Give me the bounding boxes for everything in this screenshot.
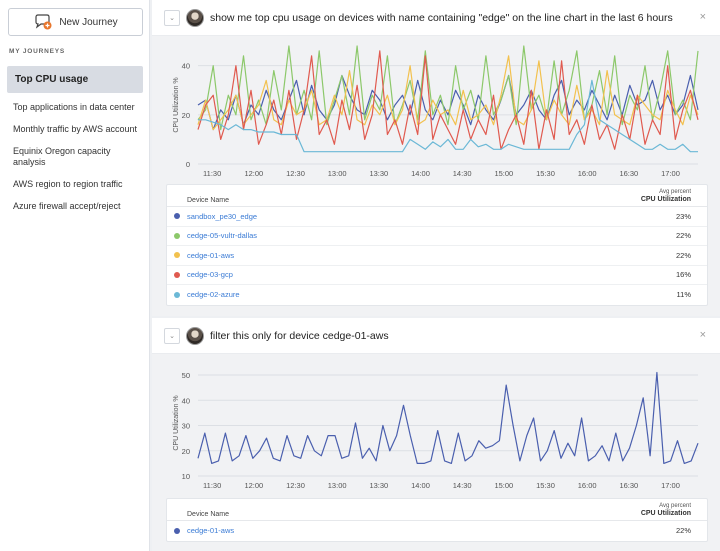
y-axis-label: CPU Utilization % (173, 77, 180, 132)
journey-item[interactable]: Azure firewall accept/reject (13, 201, 121, 211)
y-tick-label: 0 (186, 160, 190, 169)
series-color-dot (174, 527, 180, 534)
device-table-2: Device Name Avg percent CPU Utilization … (166, 498, 708, 542)
col-avg-small: Avg percent (659, 503, 691, 509)
sidebar: New Journey MY JOURNEYS Top CPU usage To… (0, 0, 150, 551)
x-tick-label: 13:30 (369, 481, 388, 490)
device-link[interactable]: cedge-03-gcp (187, 270, 233, 280)
cpu-value: 16% (675, 270, 691, 280)
x-tick-label: 12:00 (244, 481, 263, 490)
x-tick-label: 17:00 (661, 169, 680, 178)
query-prompt: filter this only for device cedge-01-aws (210, 329, 389, 342)
device-link[interactable]: sandbox_pe30_edge (187, 211, 258, 221)
x-tick-label: 11:30 (203, 481, 221, 490)
y-tick-label: 10 (182, 472, 190, 481)
cpu-value: 22% (675, 526, 691, 536)
journey-item[interactable]: Top applications in data center (13, 102, 135, 112)
journey-list: Top applications in data center Monthly … (13, 102, 145, 223)
y-tick-label: 20 (182, 447, 190, 456)
x-tick-label: 12:00 (244, 169, 263, 178)
series-line-cedge-02-azure (198, 79, 698, 153)
line-chart-2: 10 20 30 40 50 11:30 12:00 12:30 13:00 13:30 14:00… (173, 371, 699, 490)
journey-item-top-cpu-usage[interactable]: Top CPU usage (7, 66, 143, 93)
x-tick-label: 13:00 (328, 481, 347, 490)
line-chart-1: 0 20 40 11:30 12:00 12:30 13:00 13:30 14:00 14:30… (173, 45, 699, 178)
x-tick-label: 15:00 (494, 169, 513, 178)
device-link[interactable]: cedge-01-aws (187, 526, 235, 536)
device-link[interactable]: cedge-05-vultr-dallas (187, 231, 258, 241)
series-line-sandbox_pe30_edge (197, 74, 699, 131)
table-row[interactable]: sandbox_pe30_edge 23% (167, 207, 707, 227)
y-tick-label: 30 (182, 422, 190, 431)
close-icon[interactable]: × (699, 329, 706, 341)
collapse-chevron-icon[interactable]: ⌄ (164, 9, 180, 26)
new-journey-button[interactable]: New Journey (8, 8, 143, 36)
avatar (186, 326, 204, 345)
y-tick-label: 40 (182, 62, 190, 71)
x-tick-label: 14:30 (453, 169, 472, 178)
new-journey-label: New Journey (59, 16, 118, 28)
x-tick-label: 15:30 (536, 481, 555, 490)
table-row[interactable]: cedge-05-vultr-dallas 22% (167, 227, 707, 246)
table-row[interactable]: cedge-01-aws 22% (167, 246, 707, 266)
x-tick-label: 16:30 (619, 481, 638, 490)
series-line-cedge-05-vultr-dallas (197, 45, 699, 131)
col-device-name: Device Name (187, 511, 230, 518)
x-tick-label: 12:30 (286, 169, 305, 178)
chat-bubble-icon (33, 14, 53, 30)
col-avg-small: Avg percent (659, 189, 691, 195)
cpu-value: 22% (675, 231, 691, 241)
col-avg-cpu: Avg percent CPU Utilization (641, 502, 691, 518)
device-table-1: Device Name Avg percent CPU Utilization … (166, 184, 708, 306)
x-tick-label: 11:30 (203, 169, 221, 178)
series-color-dot (174, 232, 180, 239)
x-tick-label: 16:00 (578, 169, 597, 178)
col-avg-cpu: Avg percent CPU Utilization (641, 188, 691, 204)
table-header: Device Name Avg percent CPU Utilization (167, 499, 707, 521)
y-axis-label: CPU Utilization % (173, 395, 180, 450)
close-icon[interactable]: × (699, 11, 706, 23)
table-row[interactable]: cedge-02-azure 11% (167, 285, 707, 305)
x-tick-label: 13:00 (328, 169, 347, 178)
series-line-cedge-01-aws (197, 55, 699, 131)
series-line-cedge-01-aws (197, 371, 699, 465)
my-journeys-label: MY JOURNEYS (9, 48, 65, 55)
collapse-chevron-icon[interactable]: ⌄ (164, 327, 180, 344)
device-link[interactable]: cedge-02-azure (187, 290, 240, 300)
journey-item[interactable]: Equinix Oregon capacity analysis (13, 146, 111, 167)
col-avg-main: CPU Utilization (640, 196, 691, 203)
journey-item[interactable]: AWS region to region traffic (13, 179, 123, 189)
table-row[interactable]: cedge-03-gcp 16% (167, 266, 707, 285)
x-tick-label: 17:00 (661, 481, 680, 490)
series-color-dot (174, 271, 180, 278)
col-avg-main: CPU Utilization (640, 510, 691, 517)
x-tick-label: 13:30 (369, 169, 388, 178)
x-tick-label: 16:30 (619, 169, 638, 178)
table-header: Device Name Avg percent CPU Utilization (167, 185, 707, 207)
cpu-value: 23% (675, 211, 691, 221)
y-tick-label: 50 (182, 371, 190, 380)
series-color-dot (174, 213, 180, 220)
query-header-2: ⌄ filter this only for device cedge-01-a… (152, 318, 720, 354)
y-tick-label: 20 (182, 111, 190, 120)
x-tick-label: 14:30 (453, 481, 472, 490)
cpu-value: 11% (676, 290, 691, 300)
y-tick-label: 40 (182, 396, 190, 405)
x-tick-label: 12:30 (286, 481, 305, 490)
device-link[interactable]: cedge-01-aws (187, 250, 235, 260)
x-tick-label: 14:00 (411, 481, 430, 490)
x-tick-label: 14:00 (411, 169, 430, 178)
journey-item[interactable]: Monthly traffic by AWS account (13, 124, 138, 134)
x-tick-label: 15:30 (536, 169, 555, 178)
table-row[interactable]: cedge-01-aws 22% (167, 521, 707, 541)
x-tick-label: 16:00 (578, 481, 597, 490)
series-color-dot (174, 291, 180, 298)
series-color-dot (174, 252, 180, 259)
cpu-value: 22% (675, 250, 691, 260)
x-tick-label: 15:00 (494, 481, 513, 490)
query-header-1: ⌄ show me top cpu usage on devices with … (152, 0, 720, 36)
query-prompt: show me top cpu usage on devices with na… (210, 11, 673, 24)
col-device-name: Device Name (187, 197, 230, 204)
avatar (186, 8, 204, 27)
